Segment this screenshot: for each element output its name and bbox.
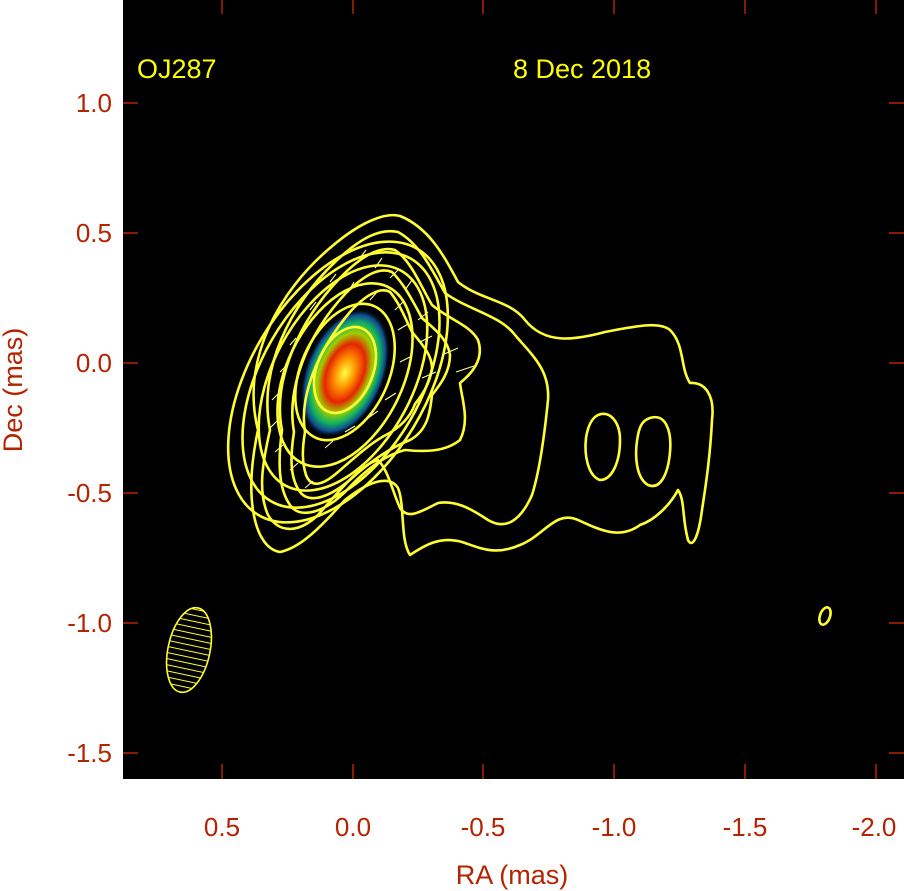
- jet-contours: [250, 213, 714, 557]
- x-tick-label: 0.0: [335, 812, 371, 842]
- y-tick-label: 0.5: [76, 218, 112, 248]
- y-tick-label: -1.5: [67, 738, 112, 768]
- plot-area: [123, 0, 904, 779]
- y-tick-labels: 1.0 0.5 0.0 -0.5 -1.0 -1.5: [67, 88, 112, 768]
- x-tick-label: -1.5: [723, 812, 768, 842]
- y-tick-label: -0.5: [67, 478, 112, 508]
- x-tick-label: -1.0: [592, 812, 637, 842]
- axis-ticks: [123, 0, 904, 779]
- core-intensity-map: [300, 308, 390, 438]
- x-tick-labels: 0.5 0.0 -0.5 -1.0 -1.5 -2.0: [204, 812, 896, 842]
- source-label: OJ287: [137, 54, 217, 84]
- isolated-contour: [818, 606, 832, 626]
- jet-islands: [584, 412, 832, 626]
- y-tick-label: 1.0: [76, 88, 112, 118]
- y-tick-label: 0.0: [76, 348, 112, 378]
- x-axis-title: RA (mas): [456, 860, 569, 890]
- y-axis-title: Dec (mas): [0, 328, 28, 453]
- date-label: 8 Dec 2018: [513, 54, 651, 84]
- x-tick-label: 0.5: [204, 812, 240, 842]
- y-tick-label: -1.0: [67, 608, 112, 638]
- polarization-vectors: [269, 249, 475, 489]
- x-tick-label: -0.5: [461, 812, 506, 842]
- x-tick-label: -2.0: [852, 812, 897, 842]
- beam-ellipse: [165, 606, 213, 694]
